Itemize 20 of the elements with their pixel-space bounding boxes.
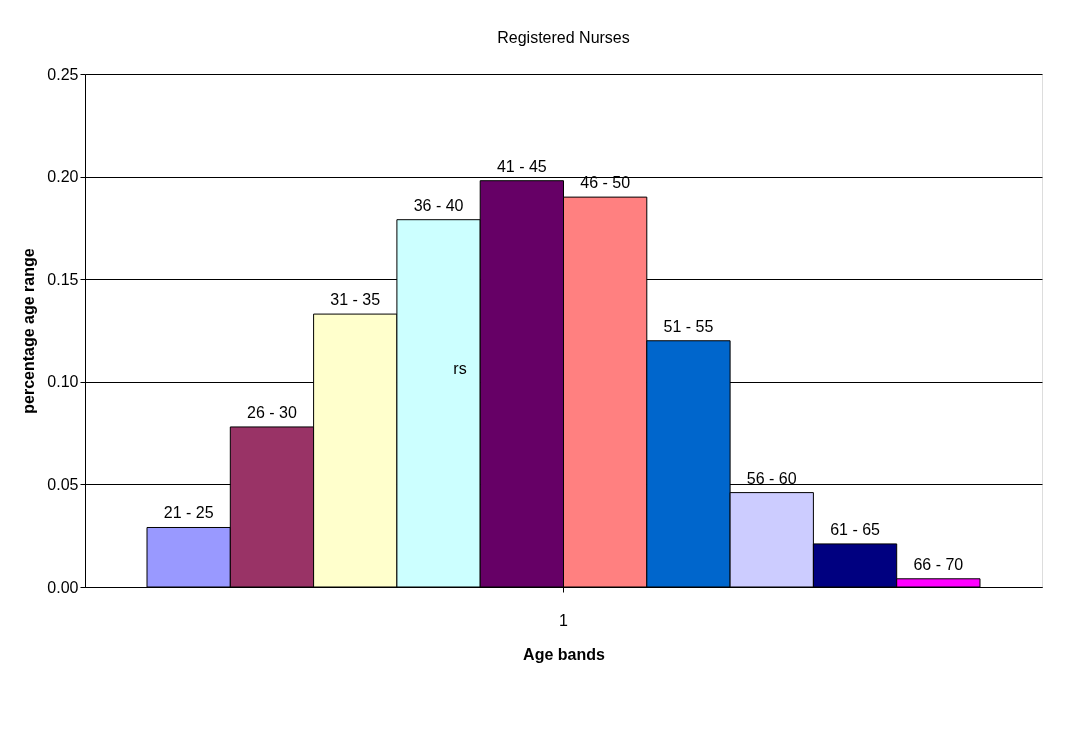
y-tick-label: 0.25 [47,65,79,83]
y-tick-label: 0.00 [47,578,79,596]
x-tick-label: 1 [559,611,569,629]
series-label: 41 - 45 [496,157,547,175]
series-label: 36 - 40 [413,196,464,214]
annotation: rs [453,360,467,377]
chart-title: Registered Nurses [497,29,630,46]
series-label: 21 - 25 [163,504,214,522]
series-label: 31 - 35 [330,291,381,309]
y-tick-label: 0.10 [47,373,79,391]
y-axis-title: percentage age range [20,248,38,414]
series-label: 56 - 60 [746,469,797,487]
series-label: 26 - 30 [247,403,297,421]
series-label: 61 - 65 [830,520,881,538]
series-label: 66 - 70 [913,555,964,573]
y-tick-label: 0.15 [47,270,79,288]
x-axis-title: Age bands [523,645,605,663]
y-tick-label: 0.05 [47,475,79,493]
y-tick-label: 0.20 [47,168,79,186]
series-label: 51 - 55 [663,317,714,335]
